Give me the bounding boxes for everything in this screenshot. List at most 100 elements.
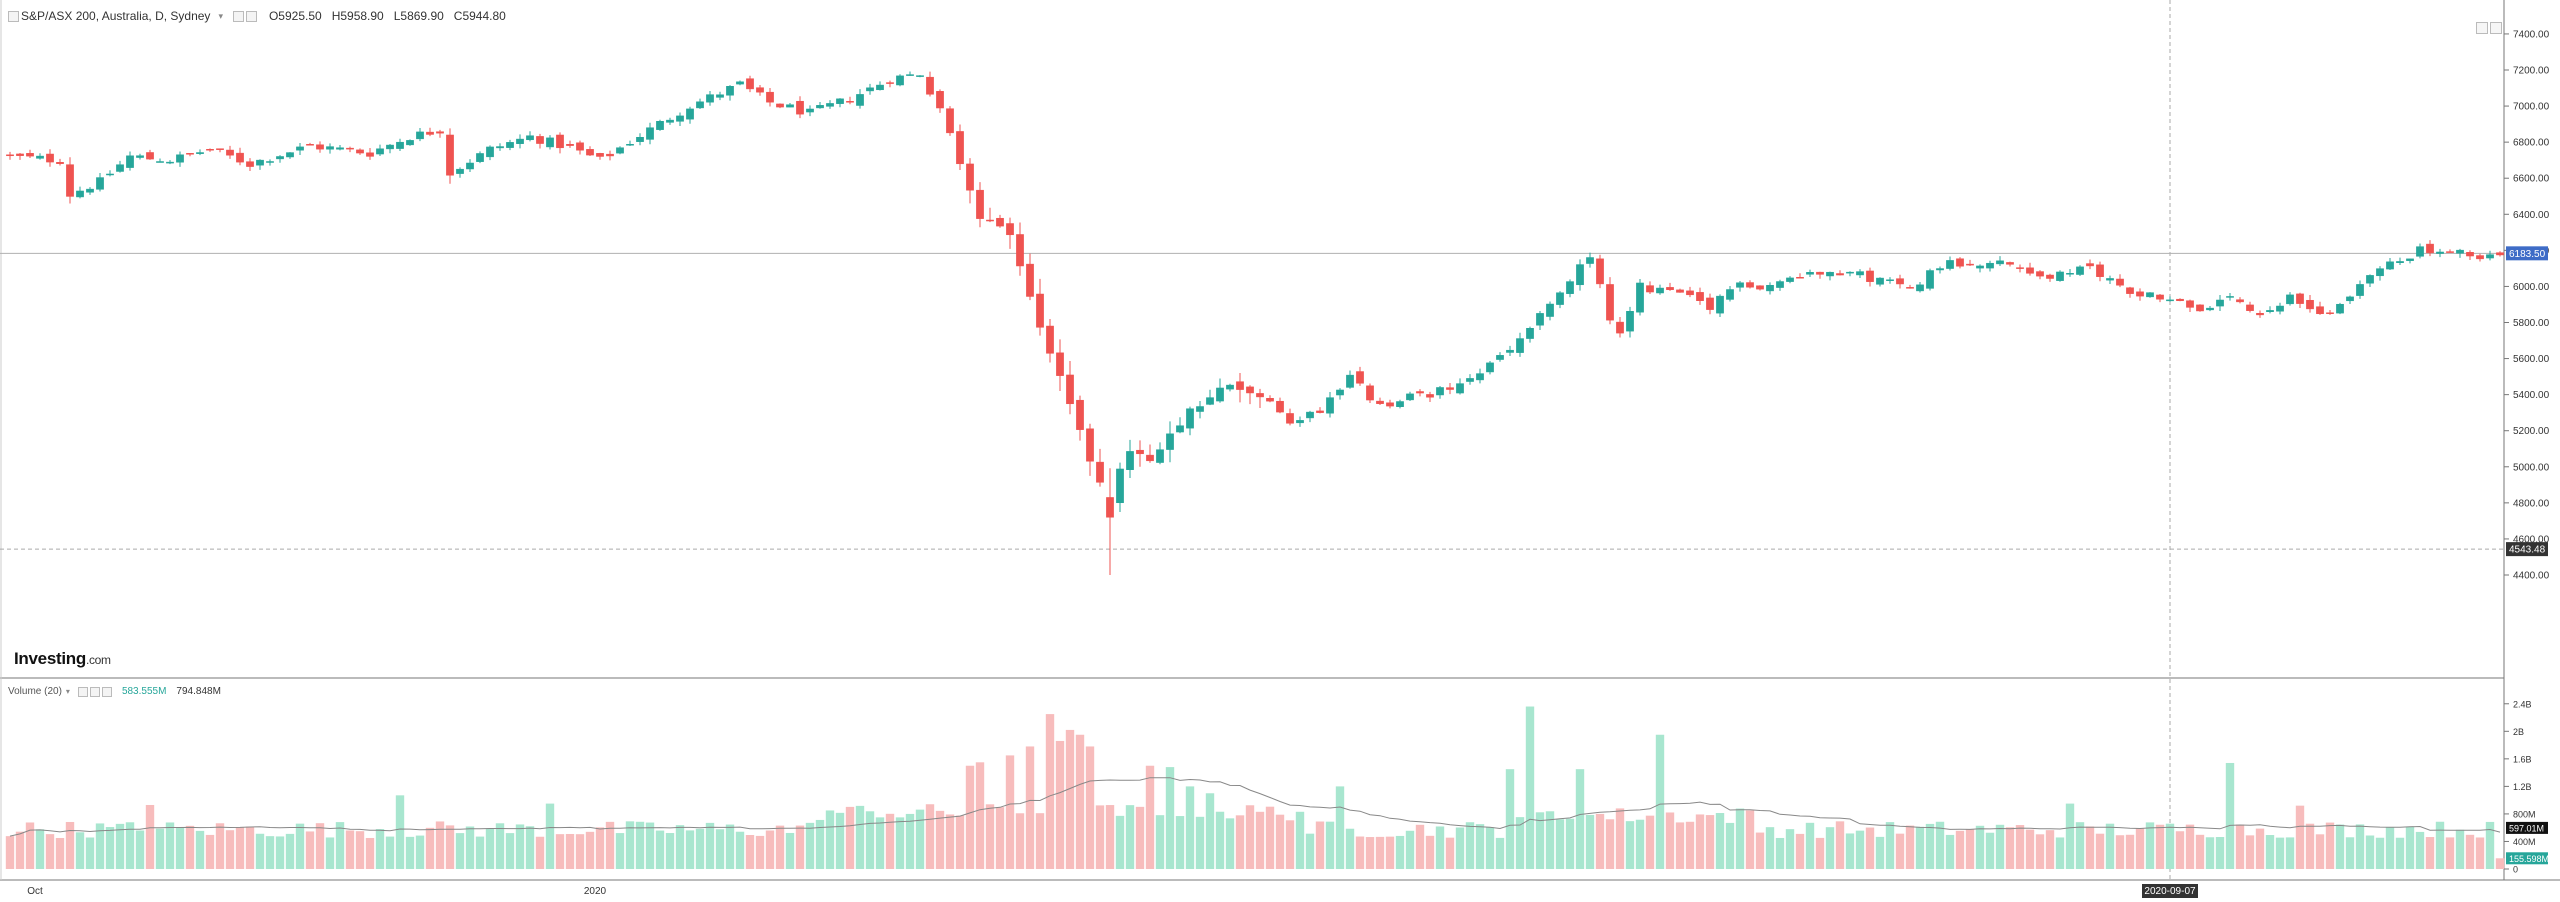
candle-body (726, 86, 734, 96)
candle-body (2076, 266, 2084, 275)
volume-ma-label-bg (2506, 821, 2548, 834)
volume-bar (1375, 836, 1385, 869)
price-tick-label: 6000.00 (2513, 282, 2550, 293)
volume-bar (475, 836, 485, 869)
candle-body (146, 152, 154, 160)
volume-bar (1775, 837, 1785, 869)
volume-bar (255, 833, 265, 869)
volume-bar (2145, 822, 2155, 869)
low-value: L5869.90 (393, 9, 444, 23)
chevron-down-icon[interactable]: ▾ (65, 687, 70, 696)
candle-body (1526, 327, 1534, 339)
candle-body (416, 131, 424, 140)
candle-body (1146, 454, 1154, 462)
volume-bar (1925, 823, 1935, 869)
high-value: H5958.90 (331, 9, 384, 23)
candle-body (396, 141, 404, 149)
volume-bar (1485, 827, 1495, 869)
candle-body (1066, 374, 1074, 405)
volume-bar (395, 795, 405, 869)
volume-bar (1095, 805, 1105, 869)
volume-bar (845, 806, 855, 869)
candle-body (1346, 374, 1354, 388)
candle-body (806, 108, 814, 113)
volume-bar (885, 813, 895, 869)
volume-bar (35, 829, 45, 869)
close-icon[interactable] (101, 686, 112, 697)
candle-body (2006, 262, 2014, 265)
volume-bar (415, 835, 425, 869)
volume-bar (1075, 734, 1085, 869)
candle-body (676, 115, 684, 122)
candle-body (1756, 285, 1764, 290)
candle-body (1406, 393, 1414, 401)
volume-bar (2155, 824, 2165, 869)
candle-body (606, 153, 614, 157)
volume-tick-label: 0 (2513, 865, 2518, 875)
candle-body (1226, 384, 1234, 390)
settings-icon[interactable] (89, 686, 100, 697)
volume-bar (2195, 834, 2205, 869)
volume-bar (665, 833, 675, 869)
volume-bar (1355, 836, 1365, 869)
price-tick-label: 4400.00 (2513, 571, 2550, 582)
volume-bar (2475, 837, 2485, 869)
volume-bar (2185, 824, 2195, 869)
settings-icon[interactable] (245, 10, 257, 22)
candle-body (1836, 273, 1844, 276)
candle-body (2226, 296, 2234, 298)
candle-body (1576, 264, 1584, 286)
volume-bar (355, 831, 365, 869)
collapse-toggle-icon[interactable] (8, 10, 19, 22)
candle-body (1266, 398, 1274, 402)
candle-body (2096, 264, 2104, 277)
candle-body (2186, 300, 2194, 308)
volume-bar (125, 822, 135, 869)
volume-bar (495, 823, 505, 869)
volume-bar (975, 762, 985, 869)
volume-bar (1755, 832, 1765, 869)
candle-body (1906, 287, 1914, 289)
volume-bar (1815, 837, 1825, 869)
candle-body (2136, 291, 2144, 297)
candle-body (476, 153, 484, 162)
chevron-down-icon[interactable]: ▾ (218, 10, 223, 21)
volume-tick-label: 1.2B (2513, 782, 2532, 792)
visibility-icon[interactable] (77, 686, 88, 697)
volume-bar (275, 836, 285, 869)
candle-body (336, 147, 344, 150)
volume-bar (2015, 825, 2025, 869)
volume-bar (645, 822, 655, 869)
visibility-icon[interactable] (232, 10, 244, 22)
candle-body (316, 144, 324, 150)
candle-body (2396, 261, 2404, 263)
volume-bar (265, 836, 275, 869)
candle-body (246, 161, 254, 167)
candle-body (716, 94, 724, 98)
volume-bar (5, 836, 15, 869)
candle-body (1676, 289, 1684, 293)
maximize-icon[interactable] (2476, 22, 2488, 34)
restore-icon[interactable] (2490, 22, 2502, 34)
volume-bar (2075, 822, 2085, 869)
volume-bar (1675, 822, 1685, 869)
candle-body (1486, 362, 1494, 373)
volume-bar (805, 822, 815, 869)
volume-bar (1275, 814, 1285, 869)
candle-body (906, 74, 914, 76)
volume-bar (2275, 837, 2285, 869)
candle-body (1596, 258, 1604, 285)
volume-bar (235, 827, 245, 869)
candle-body (1536, 313, 1544, 326)
volume-bar (2335, 824, 2345, 869)
candle-body (1016, 234, 1024, 267)
volume-bar (965, 765, 975, 869)
candle-body (156, 161, 164, 163)
candle-body (2296, 293, 2304, 304)
candle-body (986, 219, 994, 222)
volume-bar (105, 827, 115, 869)
candle-body (2066, 273, 2074, 275)
volume-bar (1295, 811, 1305, 869)
candle-body (816, 105, 824, 109)
